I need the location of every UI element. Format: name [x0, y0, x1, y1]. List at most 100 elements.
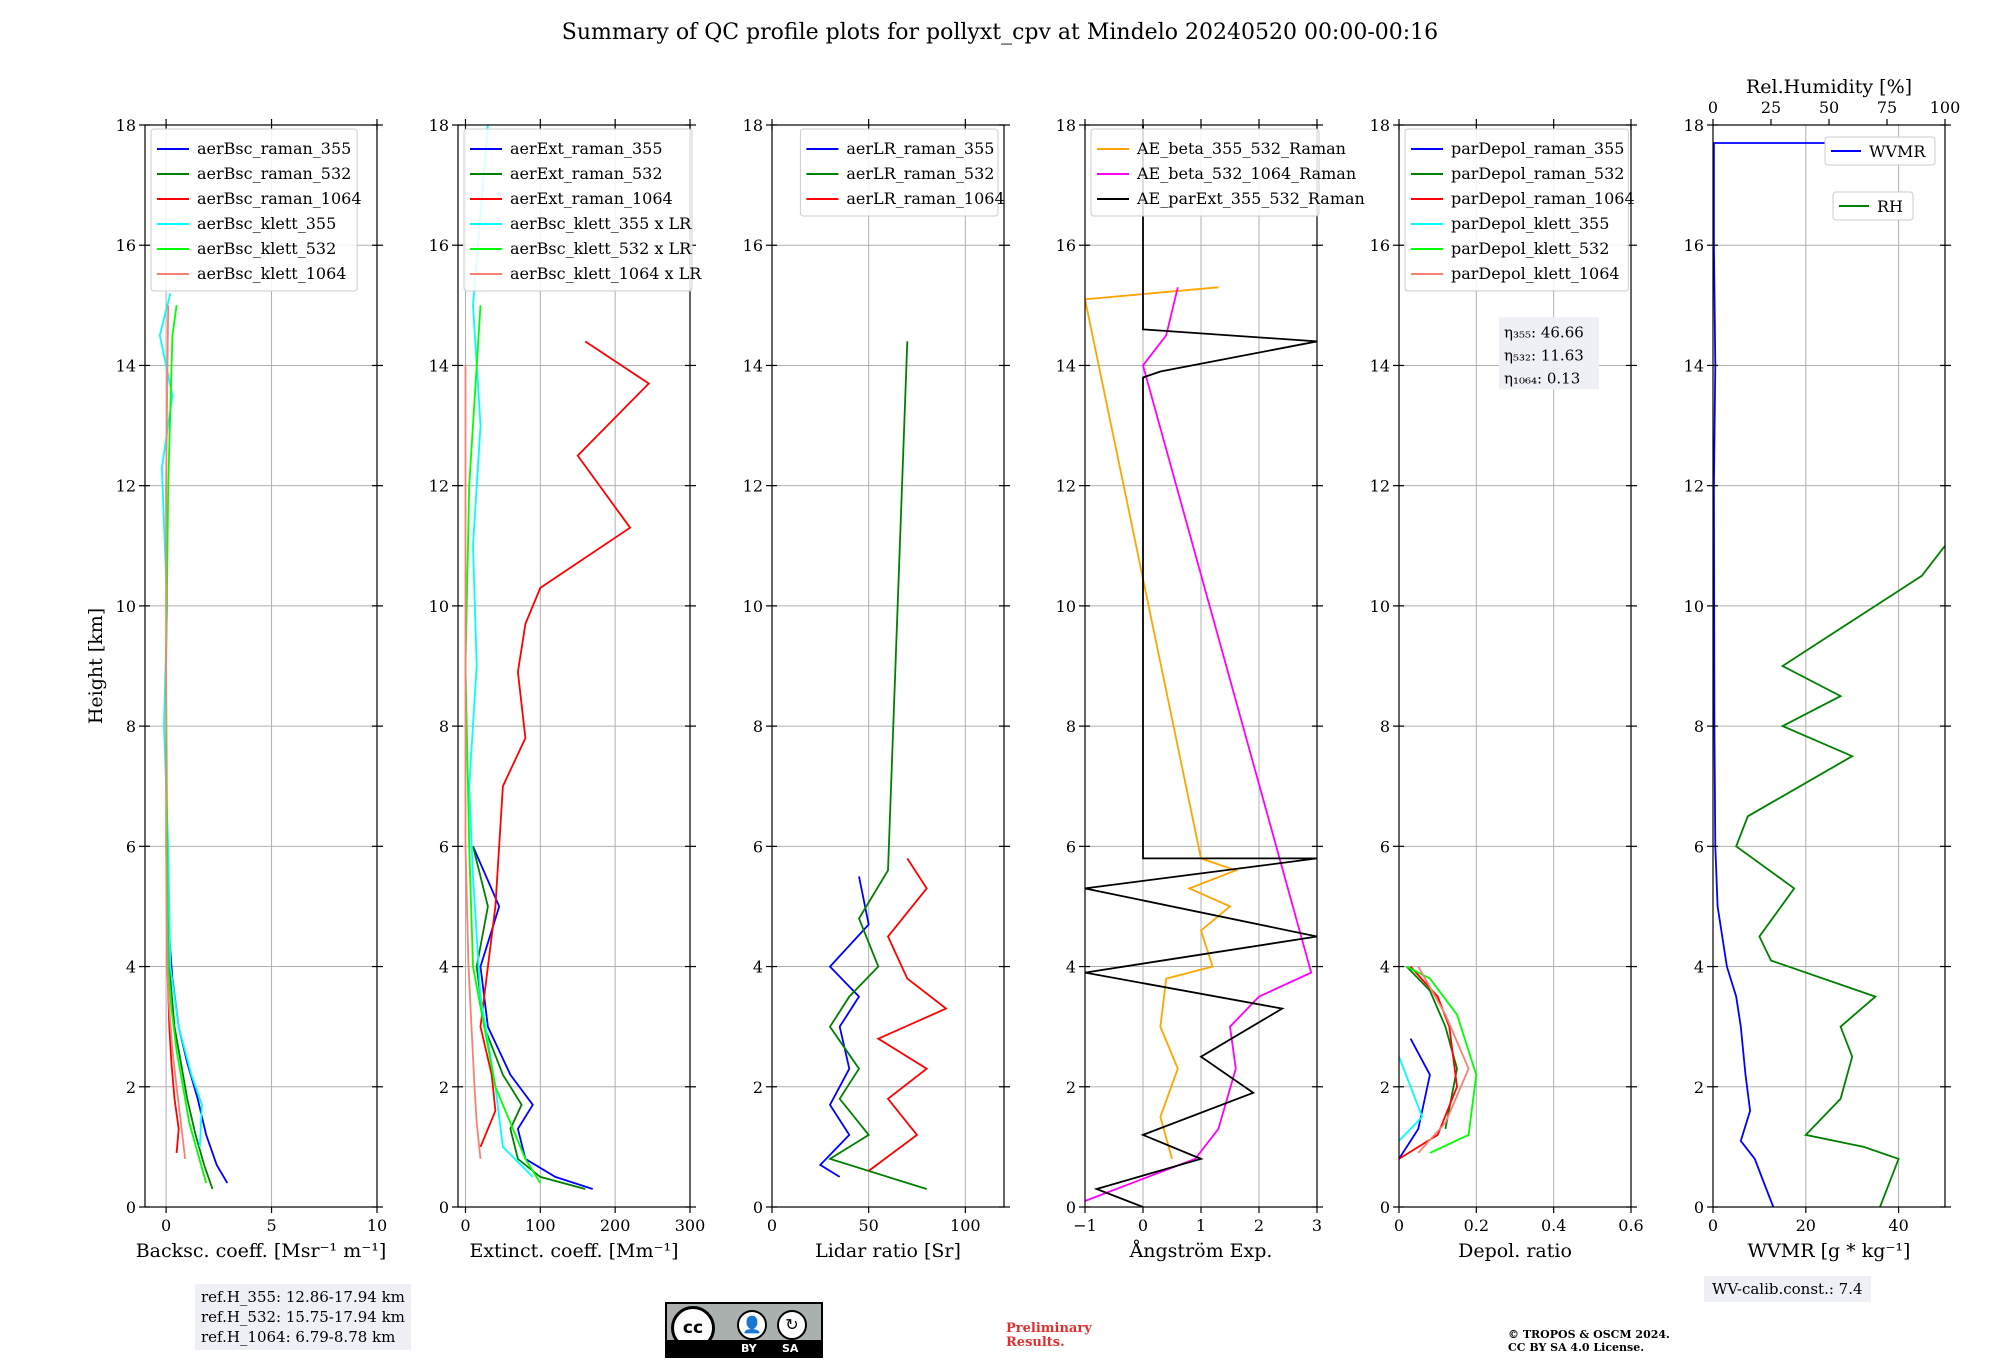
- y-tick-label: 16: [1056, 236, 1076, 255]
- y-tick-label: 4: [126, 958, 136, 977]
- series-line-aerBsc_klett_532 x LR: [464, 305, 542, 1184]
- series-line-parDepol_raman_1064: [1399, 965, 1458, 1160]
- x2-tick-label: 100: [1930, 98, 1961, 117]
- x-tick-label: 0.6: [1618, 1216, 1643, 1235]
- legend-label: aerLR_raman_532: [846, 164, 994, 183]
- y-tick-label: 16: [429, 236, 449, 255]
- y-tick-label: 14: [429, 356, 449, 375]
- y-tick-label: 10: [1056, 597, 1076, 616]
- series-group: [464, 125, 651, 1190]
- legend-label: aerBsc_klett_1064: [197, 264, 346, 283]
- series-group: [1085, 125, 1317, 1207]
- legend-box: [150, 128, 358, 292]
- y-tick-label: 4: [753, 958, 763, 977]
- y-tick-label: 14: [1056, 356, 1076, 375]
- axes-frame: [1398, 124, 1632, 1208]
- wv-calibration-box: WV-calib.const.: 7.4: [1704, 1276, 1871, 1302]
- legend-label: WVMR: [1869, 142, 1926, 161]
- y-tick-label: 10: [116, 597, 136, 616]
- series-line-aerLR_raman_1064: [868, 857, 948, 1172]
- y-tick-label: 14: [116, 356, 136, 375]
- annotation-text: η₅₃₂: 11.63: [1504, 346, 1584, 364]
- ref-height-1064: ref.H_1064: 6.79-8.78 km: [201, 1328, 396, 1346]
- y-tick-label: 0: [1066, 1198, 1076, 1217]
- attribution-icon: 👤: [737, 1310, 767, 1340]
- legend-box: [1832, 191, 1914, 221]
- y-tick-label: 12: [116, 477, 136, 496]
- series-line-aerBsc_klett_1064: [165, 305, 186, 1160]
- badge-bottom-bar: BY SA: [667, 1340, 821, 1356]
- x-tick-label: 0: [161, 1216, 171, 1235]
- x2-tick-label: 50: [1819, 98, 1839, 117]
- figure-title: Summary of QC profile plots for pollyxt_…: [561, 20, 1439, 45]
- annotation-text: η₁₀₆₄: 0.13: [1504, 369, 1580, 387]
- y-tick-label: 6: [439, 837, 449, 856]
- y-tick-label: 10: [1370, 597, 1390, 616]
- y-tick-label: 4: [1694, 958, 1704, 977]
- y-tick-label: 0: [439, 1198, 449, 1217]
- legend-label: AE_parExt_355_532_Raman: [1136, 189, 1365, 208]
- legend-label: aerBsc_klett_532: [197, 239, 336, 258]
- x-tick-label: 200: [600, 1216, 631, 1235]
- y-tick-label: 4: [1066, 958, 1076, 977]
- y-tick-label: 10: [743, 597, 763, 616]
- share-alike-icon: ↻: [777, 1310, 807, 1340]
- y-tick-label: 18: [743, 116, 763, 135]
- ref-height-532: ref.H_532: 15.75-17.94 km: [201, 1308, 405, 1326]
- y-tick-label: 0: [126, 1198, 136, 1217]
- panel-3: 0 2 4 6 8 10 12 14 16 18 0 50 100 Lidar ratio [Sr] aer…: [743, 116, 1010, 1262]
- legend-box: [1404, 128, 1629, 292]
- reference-heights-box: ref.H_355: 12.86-17.94 km ref.H_532: 15.…: [195, 1284, 411, 1350]
- legend-label: aerExt_raman_532: [510, 164, 663, 183]
- panel-5: 0 2 4 6 8 10 12 14 16 18 0 0.2 0.4 0.6 Depol. ratio par…: [1370, 116, 1644, 1262]
- legend-label: aerBsc_raman_1064: [197, 189, 362, 208]
- y-tick-label: 6: [753, 837, 763, 856]
- y-tick-label: 18: [429, 116, 449, 135]
- x-tick-label: 300: [675, 1216, 706, 1235]
- y-tick-label: 18: [116, 116, 136, 135]
- axes-frame: [144, 124, 378, 1208]
- y-tick-label: 14: [1370, 356, 1390, 375]
- y-tick-label: 2: [1380, 1078, 1390, 1097]
- axes-frame: [1712, 124, 1946, 1208]
- series-group: [1713, 142, 1945, 1207]
- legend-label: aerBsc_klett_1064 x LR: [510, 264, 702, 283]
- y-tick-label: 12: [429, 477, 449, 496]
- legend-label: parDepol_klett_1064: [1451, 264, 1620, 283]
- ref-height-355: ref.H_355: 12.86-17.94 km: [201, 1288, 405, 1306]
- y-tick-label: 2: [753, 1078, 763, 1097]
- x-axis-label: Extinct. coeff. [Mm⁻¹]: [469, 1240, 678, 1262]
- y-axis-label: Height [km]: [85, 608, 107, 724]
- x-tick-label: 0: [1138, 1216, 1148, 1235]
- panel-2: 0 2 4 6 8 10 12 14 16 18 0 100 200 300 Extinct. coeff.…: [429, 116, 706, 1262]
- x-tick-label: 0: [767, 1216, 777, 1235]
- series-line-parDepol_raman_532: [1406, 965, 1458, 1130]
- x-axis-label: Backsc. coeff. [Msr⁻¹ m⁻¹]: [136, 1240, 387, 1262]
- x-tick-label: 20: [1796, 1216, 1816, 1235]
- y-tick-label: 16: [743, 236, 763, 255]
- x-tick-label: 3: [1312, 1216, 1322, 1235]
- y-tick-label: 6: [126, 837, 136, 856]
- legend-box: [463, 128, 693, 292]
- y-tick-label: 0: [1694, 1198, 1704, 1217]
- legend-label: parDepol_klett_355: [1451, 214, 1609, 233]
- y-tick-label: 10: [429, 597, 449, 616]
- legend-label: AE_beta_532_1064_Raman: [1136, 164, 1356, 183]
- series-line-AE_parExt_355_532_Raman: [1085, 125, 1317, 1207]
- legend-label: parDepol_raman_532: [1451, 164, 1624, 183]
- series-line-aerExt_raman_1064: [479, 340, 651, 1148]
- copyright-label: © TROPOS & OSCM 2024. CC BY SA 4.0 Licen…: [1508, 1328, 1670, 1354]
- x-tick-label: 0.2: [1464, 1216, 1489, 1235]
- legend-label: AE_beta_355_532_Raman: [1136, 139, 1346, 158]
- series-line-aerLR_raman_532: [827, 341, 927, 1190]
- preliminary-label: Preliminary Results.: [1006, 1321, 1092, 1350]
- legend-label: RH: [1877, 197, 1903, 216]
- series-group: [1399, 965, 1478, 1160]
- legend-label: parDepol_klett_532: [1451, 239, 1609, 258]
- axes-frame: [771, 124, 1005, 1208]
- x-tick-label: −1: [1073, 1216, 1097, 1235]
- legend-box: [1824, 136, 1936, 166]
- x-tick-label: 0: [460, 1216, 470, 1235]
